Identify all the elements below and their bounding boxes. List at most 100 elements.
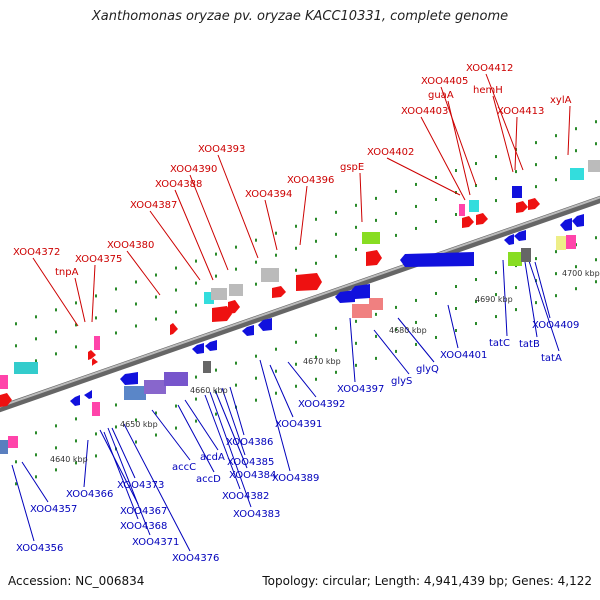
forward-gene-label[interactable]: XOO4413 [497,106,544,117]
forward-gene-arrow[interactable] [476,213,488,225]
forward-gene-label[interactable]: XOO4412 [466,63,513,74]
reverse-gene-label[interactable]: tatC [489,338,510,349]
forward-gene-label[interactable]: XOO4390 [170,164,217,175]
reverse-gene-label[interactable]: acdA [200,452,225,463]
reverse-gene-arrow[interactable] [572,214,584,227]
forward-gene-label[interactable]: XOO4393 [198,144,245,155]
reverse-gene-box[interactable] [8,436,18,448]
forward-gene-label[interactable]: XOO4372 [13,247,60,258]
forward-gene-label[interactable]: XOO4396 [287,175,334,186]
forward-gene-label[interactable]: XOO4388 [155,179,202,190]
forward-gene-box[interactable] [459,204,465,216]
track-dot [275,392,277,395]
reverse-gene-label[interactable]: glyS [391,376,412,387]
reverse-gene-box[interactable] [0,440,8,454]
track-dot [115,309,117,312]
forward-gene-box[interactable] [362,232,380,244]
forward-gene-arrow[interactable] [516,201,528,213]
forward-gene-box[interactable] [0,375,8,389]
reverse-gene-label[interactable]: XOO4371 [132,537,179,548]
track-dot [515,286,517,289]
reverse-gene-label[interactable]: XOO4366 [66,489,113,500]
forward-gene-label[interactable]: XOO4380 [107,240,154,251]
reverse-gene-label[interactable]: XOO4383 [233,509,280,520]
forward-gene-arrow[interactable] [92,358,98,366]
forward-gene-arrow[interactable] [462,216,474,228]
forward-gene-label[interactable]: xylA [550,95,572,106]
forward-gene-label[interactable]: gspE [340,162,364,173]
forward-gene-box[interactable] [94,336,100,350]
reverse-gene-box[interactable] [164,372,188,386]
forward-gene-label[interactable]: XOO4387 [130,200,177,211]
forward-gene-arrow[interactable] [228,300,240,314]
forward-gene-label[interactable]: XOO4402 [367,147,414,158]
reverse-gene-box[interactable] [144,380,166,394]
forward-gene-label[interactable]: tnpA [55,267,79,278]
reverse-gene-label[interactable]: glyQ [416,364,439,375]
track-dot [135,440,137,443]
forward-gene-label[interactable]: XOO4375 [75,254,122,265]
reverse-gene-label[interactable]: accD [196,474,221,485]
reverse-gene-label[interactable]: XOO4357 [30,504,77,515]
reverse-gene-label[interactable]: tatA [541,353,562,364]
forward-gene-box[interactable] [469,200,479,212]
reverse-gene-arrow[interactable] [560,218,572,231]
track-dot [435,176,437,179]
track-dot [115,331,117,334]
reverse-gene-box[interactable] [508,252,522,266]
reverse-gene-box[interactable] [556,236,566,250]
reverse-gene-label[interactable]: XOO4386 [226,437,273,448]
reverse-gene-label[interactable]: tatB [519,339,540,350]
forward-gene-arrow[interactable] [272,286,286,298]
reverse-gene-box[interactable] [124,386,146,400]
forward-gene-label[interactable]: XOO4394 [245,189,292,200]
track-dot [255,261,257,264]
reverse-gene-box[interactable] [521,248,531,262]
forward-gene-label[interactable]: XOO4405 [421,76,468,87]
reverse-gene-arrow[interactable] [70,395,80,406]
forward-gene-arrow[interactable] [170,323,178,335]
reverse-gene-label[interactable]: XOO4356 [16,543,63,554]
reverse-gene-label[interactable]: XOO4392 [298,399,345,410]
forward-gene-box[interactable] [588,160,600,172]
reverse-gene-label[interactable]: XOO4385 [227,457,274,468]
forward-gene-box[interactable] [14,362,38,374]
reverse-gene-label[interactable]: XOO4373 [117,480,164,491]
reverse-gene-arrow[interactable] [205,340,217,351]
reverse-gene-box[interactable] [92,402,100,416]
forward-gene-arrow[interactable] [296,273,322,291]
reverse-gene-label[interactable]: XOO4389 [272,473,319,484]
forward-gene-box[interactable] [512,186,522,198]
forward-gene-label[interactable]: XOO4403 [401,106,448,117]
forward-gene-arrow[interactable] [366,250,382,266]
forward-gene-label[interactable]: guaA [428,90,454,101]
reverse-gene-arrow[interactable] [120,372,138,385]
track-dot [455,307,457,310]
forward-gene-arrow[interactable] [528,198,540,210]
reverse-gene-box[interactable] [203,361,211,373]
reverse-gene-box[interactable] [369,298,383,310]
reverse-gene-label[interactable]: XOO4409 [532,320,579,331]
track-dot [335,371,337,374]
reverse-gene-label[interactable]: XOO4384 [229,470,276,481]
reverse-gene-label[interactable]: XOO4376 [172,553,219,564]
forward-gene-label[interactable]: hemH [473,85,503,96]
scale-label: 4670 kbp [303,357,341,366]
forward-gene-box[interactable] [570,168,584,180]
forward-gene-box[interactable] [211,288,227,300]
reverse-gene-label[interactable]: XOO4391 [275,419,322,430]
forward-gene-box[interactable] [261,268,279,282]
reverse-gene-arrow[interactable] [400,252,474,267]
forward-gene-box[interactable] [229,284,243,296]
track-dot [75,439,77,442]
reverse-gene-label[interactable]: XOO4401 [440,350,487,361]
reverse-gene-box[interactable] [566,235,576,249]
reverse-gene-label[interactable]: XOO4368 [120,521,167,532]
track-dot [315,262,317,265]
reverse-gene-label[interactable]: XOO4397 [337,384,384,395]
reverse-gene-arrow[interactable] [84,390,92,399]
forward-gene-arrow[interactable] [88,350,96,360]
reverse-gene-label[interactable]: XOO4382 [222,491,269,502]
reverse-gene-label[interactable]: XOO4367 [120,506,167,517]
reverse-gene-label[interactable]: accC [172,462,196,473]
